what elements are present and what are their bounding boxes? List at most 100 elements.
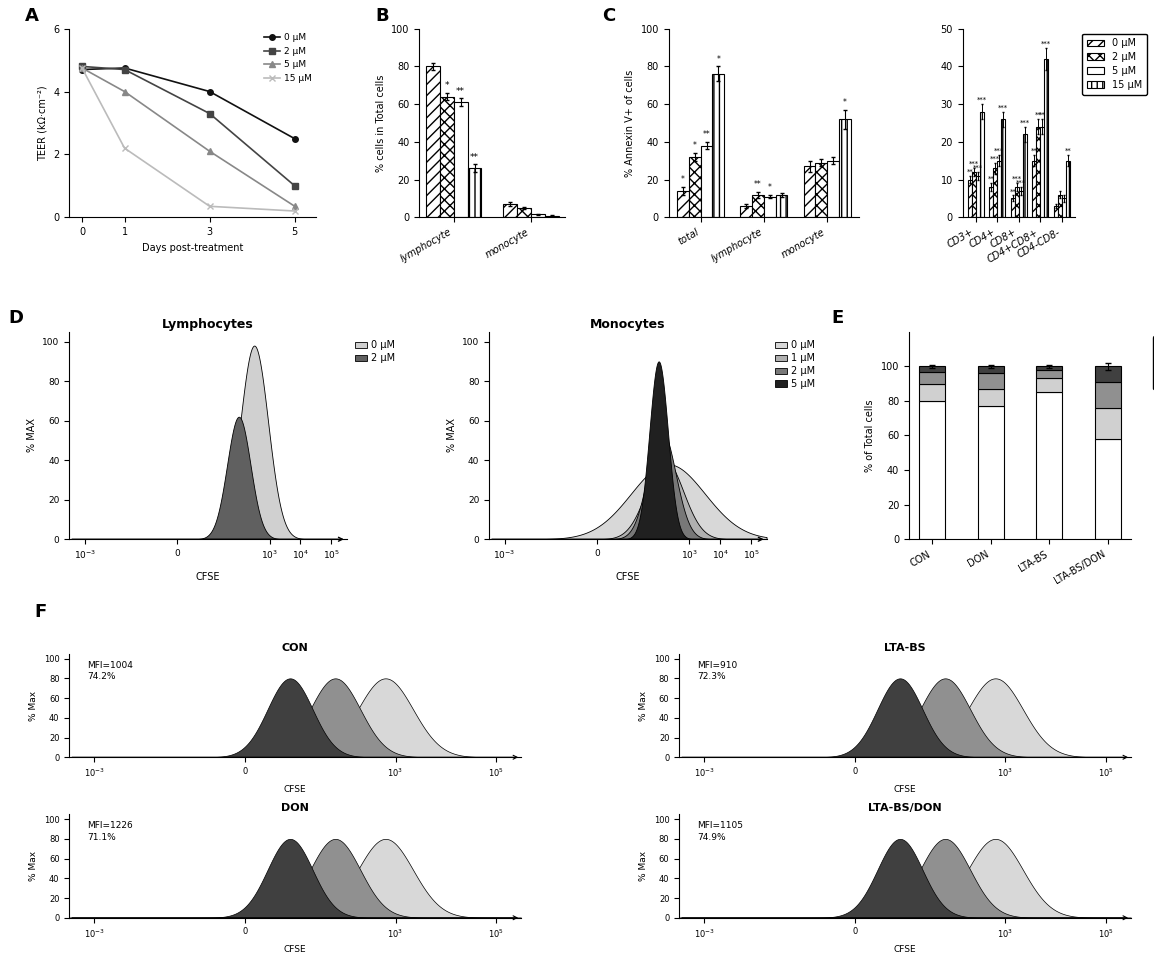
15 μM <box>287 206 301 217</box>
15 μM <box>75 62 89 74</box>
Bar <box>827 161 839 217</box>
X-axis label: CFSE: CFSE <box>284 785 307 793</box>
Text: *: * <box>681 175 685 185</box>
15 μM <box>203 201 217 212</box>
Bar <box>968 180 972 217</box>
2 μM <box>118 64 132 76</box>
Bar <box>764 197 775 217</box>
Text: 72.3%: 72.3% <box>697 672 726 682</box>
Text: ***: *** <box>976 97 987 103</box>
0 μM <box>75 64 89 76</box>
Text: MFI=910: MFI=910 <box>697 661 737 670</box>
Text: *: * <box>767 183 772 192</box>
Bar <box>919 372 945 383</box>
Bar <box>976 176 980 217</box>
Text: ***: *** <box>994 148 1004 154</box>
Y-axis label: % of Total cells: % of Total cells <box>866 400 876 471</box>
Bar <box>1066 161 1070 217</box>
Text: *: * <box>717 54 720 64</box>
5 μM <box>118 86 132 98</box>
15 μM <box>118 142 132 154</box>
Bar <box>677 191 689 217</box>
Text: **: ** <box>966 168 973 175</box>
Bar <box>1036 127 1040 217</box>
Bar <box>1044 59 1048 217</box>
Bar <box>700 145 712 217</box>
Text: 74.9%: 74.9% <box>697 833 726 842</box>
Y-axis label: % Max: % Max <box>29 690 38 721</box>
Legend: 0 μM, 1 μM, 2 μM, 5 μM: 0 μM, 1 μM, 2 μM, 5 μM <box>771 337 819 393</box>
Bar <box>839 120 850 217</box>
0 μM <box>287 133 301 144</box>
Text: **: ** <box>755 180 762 189</box>
Bar <box>440 97 454 217</box>
Bar <box>977 406 1004 539</box>
X-axis label: CFSE: CFSE <box>284 945 307 954</box>
2 μM <box>287 180 301 191</box>
Bar <box>712 74 725 217</box>
Text: ***: *** <box>1012 176 1021 183</box>
Bar <box>919 383 945 401</box>
Bar <box>1036 370 1063 379</box>
Y-axis label: % cells in Total cells: % cells in Total cells <box>376 75 385 172</box>
Y-axis label: % Max: % Max <box>639 690 649 721</box>
Bar <box>517 207 531 217</box>
2 μM <box>75 60 89 72</box>
5 μM <box>203 145 217 157</box>
Text: ***: *** <box>1016 180 1026 186</box>
Bar <box>1022 134 1027 217</box>
Bar <box>1094 408 1121 439</box>
Bar <box>741 206 752 217</box>
Line: 0 μM: 0 μM <box>80 65 298 141</box>
Text: *: * <box>692 141 697 150</box>
Bar <box>972 172 976 217</box>
Legend: 0 μM, 2 μM, 5 μM, 15 μM: 0 μM, 2 μM, 5 μM, 15 μM <box>1082 33 1147 95</box>
Bar <box>919 401 945 539</box>
Bar <box>803 166 816 217</box>
Text: **: ** <box>1064 148 1071 154</box>
Bar <box>545 216 559 217</box>
Line: 5 μM: 5 μM <box>80 65 298 209</box>
2 μM <box>203 108 217 120</box>
Bar <box>503 205 517 217</box>
Bar <box>454 102 467 217</box>
Text: *: * <box>842 98 847 107</box>
Line: 2 μM: 2 μM <box>80 64 298 188</box>
Bar <box>1094 366 1121 381</box>
Title: Monocytes: Monocytes <box>590 317 666 331</box>
Title: CON: CON <box>282 642 308 653</box>
Bar <box>1014 187 1019 217</box>
Bar <box>994 168 997 217</box>
Text: MFI=1105: MFI=1105 <box>697 821 743 831</box>
Text: **: ** <box>456 87 465 96</box>
Text: 74.2%: 74.2% <box>88 672 115 682</box>
Bar <box>689 157 700 217</box>
Title: DON: DON <box>282 803 309 814</box>
X-axis label: CFSE: CFSE <box>893 945 916 954</box>
Title: Lymphocytes: Lymphocytes <box>162 317 254 331</box>
Bar <box>816 163 827 217</box>
Legend: Annexin V-PI-, Annexin V-PI+, Annexin V+PI-, Annexin V+PI+: Annexin V-PI-, Annexin V-PI+, Annexin V+… <box>1153 337 1154 389</box>
Text: **: ** <box>1035 112 1042 119</box>
Line: 15 μM: 15 μM <box>80 65 298 214</box>
Bar <box>1062 199 1066 217</box>
Text: **: ** <box>703 130 711 139</box>
Text: MFI=1004: MFI=1004 <box>88 661 133 670</box>
Text: **: ** <box>988 176 995 183</box>
Bar <box>919 366 945 372</box>
5 μM <box>75 62 89 74</box>
Bar <box>989 187 994 217</box>
Text: MFI=1226: MFI=1226 <box>88 821 133 831</box>
Bar <box>1036 379 1063 392</box>
Text: 71.1%: 71.1% <box>88 833 117 842</box>
Bar <box>752 195 764 217</box>
Bar <box>997 161 1002 217</box>
Bar <box>1019 191 1022 217</box>
Text: *: * <box>444 81 449 90</box>
Bar <box>1054 206 1058 217</box>
Bar <box>1094 381 1121 408</box>
Text: F: F <box>35 602 47 620</box>
Text: A: A <box>25 7 39 25</box>
Bar <box>775 195 787 217</box>
Text: **: ** <box>1031 148 1037 154</box>
